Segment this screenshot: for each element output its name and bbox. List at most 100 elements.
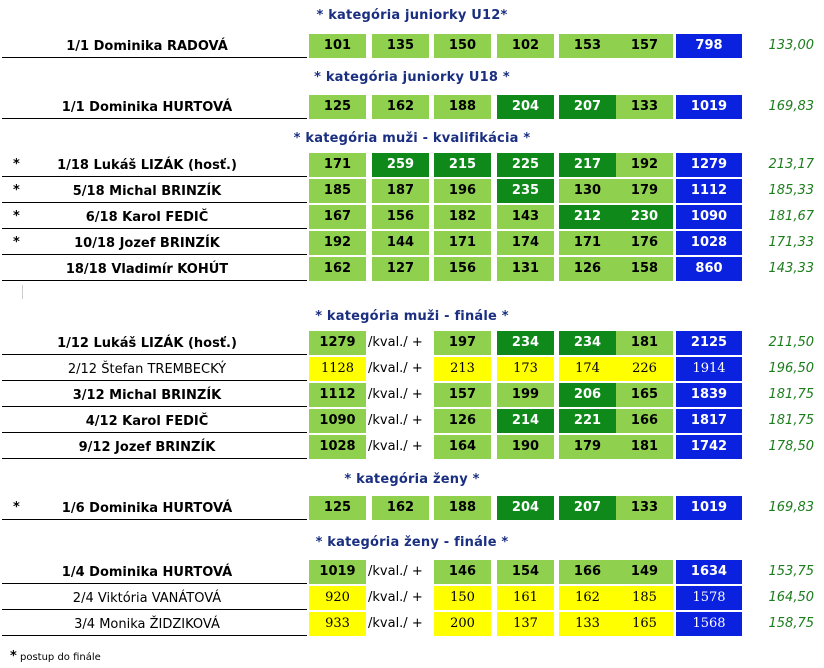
game-score: 225 bbox=[497, 153, 554, 177]
player-cell: 2/4 Viktória VANÁTOVÁ bbox=[2, 587, 307, 610]
game-score: 149 bbox=[616, 560, 673, 584]
game-score: 150 bbox=[434, 586, 491, 610]
game-score: 234 bbox=[497, 331, 554, 355]
game-score: 171 bbox=[309, 153, 366, 177]
game-score: 165 bbox=[616, 612, 673, 636]
player-name: 2/12 Štefan TREMBECKÝ bbox=[22, 362, 272, 377]
game-score: 166 bbox=[616, 409, 673, 433]
player-cell: 1/1 Dominika HURTOVÁ bbox=[2, 96, 307, 119]
qualification-score: 1112 bbox=[309, 383, 366, 407]
player-cell: 9/12 Jozef BRINZÍK bbox=[2, 436, 307, 459]
game-score: 217 bbox=[559, 153, 616, 177]
name-text: Jozef BRINZÍK bbox=[119, 236, 220, 251]
game-score: 154 bbox=[497, 560, 554, 584]
total-score: 1817 bbox=[676, 409, 742, 433]
average-score: 133,00 bbox=[768, 38, 815, 53]
game-score: 196 bbox=[434, 179, 491, 203]
total-score: 2125 bbox=[676, 331, 742, 355]
game-score: 165 bbox=[616, 383, 673, 407]
total-score: 1839 bbox=[676, 383, 742, 407]
game-score: 157 bbox=[616, 34, 673, 58]
name-text: Viktória VANÁTOVÁ bbox=[97, 591, 222, 606]
category-title: * kategória muži - finále * bbox=[315, 309, 509, 324]
average-score: 153,75 bbox=[768, 564, 815, 579]
player-cell: 18/18 Vladimír KOHÚT bbox=[2, 258, 307, 281]
total-score: 1019 bbox=[676, 496, 742, 520]
result-row: * 1/18 Lukáš LIZÁK (hosť.) 171 259 215 225 217… bbox=[0, 153, 824, 179]
player-name: 1/18 Lukáš LIZÁK (hosť.) bbox=[22, 158, 272, 173]
average-score: 211,50 bbox=[768, 335, 815, 350]
placement: 1/4 bbox=[61, 565, 85, 580]
player-name: 4/12 Karol FEDIČ bbox=[22, 414, 272, 429]
game-score: 167 bbox=[309, 205, 366, 229]
player-cell: * 1/6 Dominika HURTOVÁ bbox=[2, 497, 307, 520]
qualification-score: 1019 bbox=[309, 560, 366, 584]
result-row: 18/18 Vladimír KOHÚT 162 127 156 131 126 158 86… bbox=[0, 257, 824, 283]
name-text: Vladimír KOHÚT bbox=[111, 262, 229, 277]
placement: 10/18 bbox=[74, 236, 116, 251]
average-score: 185,33 bbox=[768, 183, 815, 198]
game-score: 158 bbox=[616, 257, 673, 281]
category-title: * kategória juniorky U18 * bbox=[314, 70, 510, 85]
game-score: 146 bbox=[434, 560, 491, 584]
name-text: Lukáš LIZÁK (hosť.) bbox=[93, 336, 237, 351]
player-name: 1/1 Dominika HURTOVÁ bbox=[22, 100, 272, 115]
game-score: 234 bbox=[559, 331, 616, 355]
name-text: Štefan TREMBECKÝ bbox=[101, 362, 227, 377]
player-name: 1/4 Dominika HURTOVÁ bbox=[22, 565, 272, 580]
qualified-star: * bbox=[13, 500, 20, 515]
game-score: 137 bbox=[497, 612, 554, 636]
result-row: * 6/18 Karol FEDIČ 167 156 182 143 212 230 1090 1… bbox=[0, 205, 824, 231]
game-score: 182 bbox=[434, 205, 491, 229]
game-score: 174 bbox=[497, 231, 554, 255]
game-score: 144 bbox=[372, 231, 429, 255]
game-score: 162 bbox=[372, 95, 429, 119]
name-text: Michal BRINZÍK bbox=[109, 184, 222, 199]
game-score: 150 bbox=[434, 34, 491, 58]
average-score: 196,50 bbox=[768, 361, 815, 376]
game-score: 197 bbox=[434, 331, 491, 355]
total-score: 1742 bbox=[676, 435, 742, 459]
category-title: * kategória ženy * bbox=[344, 472, 480, 487]
name-text: Monika ŽIDZIKOVÁ bbox=[99, 617, 220, 632]
player-cell: 1/1 Dominika RADOVÁ bbox=[2, 35, 307, 58]
game-score: 190 bbox=[497, 435, 554, 459]
player-cell: * 10/18 Jozef BRINZÍK bbox=[2, 232, 307, 255]
game-score: 127 bbox=[372, 257, 429, 281]
game-score: 162 bbox=[559, 586, 616, 610]
game-score: 173 bbox=[497, 357, 554, 381]
average-score: 181,75 bbox=[768, 413, 815, 428]
game-score: 221 bbox=[559, 409, 616, 433]
total-score: 1634 bbox=[676, 560, 742, 584]
game-score: 161 bbox=[497, 586, 554, 610]
placement: 1/18 bbox=[57, 158, 89, 173]
result-row: * 5/18 Michal BRINZÍK 185 187 196 235 130 179 11… bbox=[0, 179, 824, 205]
average-score: 181,67 bbox=[768, 209, 815, 224]
qualification-score: 933 bbox=[309, 612, 366, 636]
qualification-label: /kval./ + bbox=[368, 335, 423, 350]
name-text: Dominika RADOVÁ bbox=[93, 39, 228, 54]
game-score: 156 bbox=[372, 205, 429, 229]
game-score: 162 bbox=[309, 257, 366, 281]
category-title: * kategória ženy - finále * bbox=[315, 535, 509, 550]
game-score: 166 bbox=[559, 560, 616, 584]
qualified-star: * bbox=[13, 209, 20, 224]
result-row: 3/12 Michal BRINZÍK 1112/kval./ + 157 199 20… bbox=[0, 383, 824, 409]
game-score: 192 bbox=[309, 231, 366, 255]
game-score: 235 bbox=[497, 179, 554, 203]
name-text: Karol FEDIČ bbox=[122, 414, 209, 429]
qualification-score: 1128 bbox=[309, 357, 366, 381]
total-score: 1578 bbox=[676, 586, 742, 610]
total-score: 1279 bbox=[676, 153, 742, 177]
player-name: 2/4 Viktória VANÁTOVÁ bbox=[22, 591, 272, 606]
qualification-score: 1090 bbox=[309, 409, 366, 433]
game-score: 156 bbox=[434, 257, 491, 281]
game-score: 200 bbox=[434, 612, 491, 636]
average-score: 158,75 bbox=[768, 616, 815, 631]
name-text: Karol FEDIČ bbox=[122, 210, 209, 225]
game-score: 171 bbox=[434, 231, 491, 255]
game-score: 162 bbox=[372, 496, 429, 520]
game-score: 192 bbox=[616, 153, 673, 177]
total-score: 1568 bbox=[676, 612, 742, 636]
average-score: 164,50 bbox=[768, 590, 815, 605]
